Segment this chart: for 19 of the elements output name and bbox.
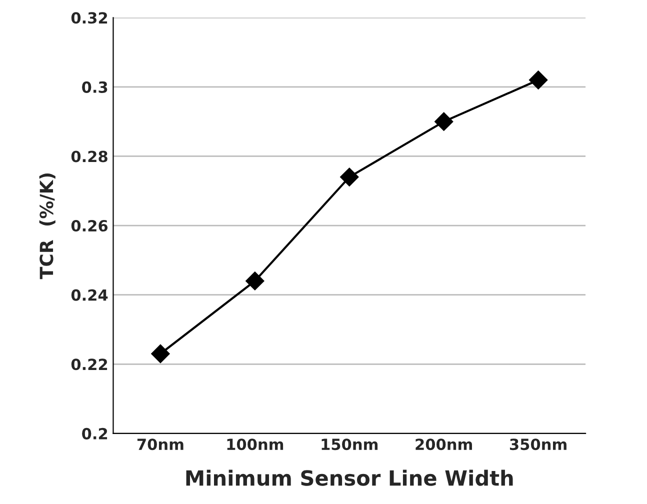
y-tick-label: 0.32: [71, 12, 108, 24]
x-tick-label: 100nm: [227, 438, 284, 450]
y-tick-label: 0.2: [82, 428, 108, 440]
x-axis-title: Minimum Sensor Line Width: [186, 470, 513, 486]
y-tick-label: 0.22: [71, 358, 108, 370]
point: [246, 272, 264, 290]
x-tick-label: 150nm: [322, 438, 378, 450]
y-axis-title: TCR (%/K): [39, 173, 56, 280]
point: [151, 344, 170, 364]
y-tick-label: 0.24: [71, 289, 108, 301]
y-tick-label: 0.28: [71, 150, 108, 162]
y-tick-label: 0.3: [82, 81, 108, 93]
point: [528, 70, 548, 90]
point: [434, 112, 454, 131]
y-tick-label: 0.26: [71, 220, 108, 232]
point: [340, 168, 359, 186]
x-tick-label: 70nm: [137, 438, 184, 450]
x-tick-label: 200nm: [416, 438, 472, 450]
x-tick-label: 350nm: [510, 438, 566, 450]
